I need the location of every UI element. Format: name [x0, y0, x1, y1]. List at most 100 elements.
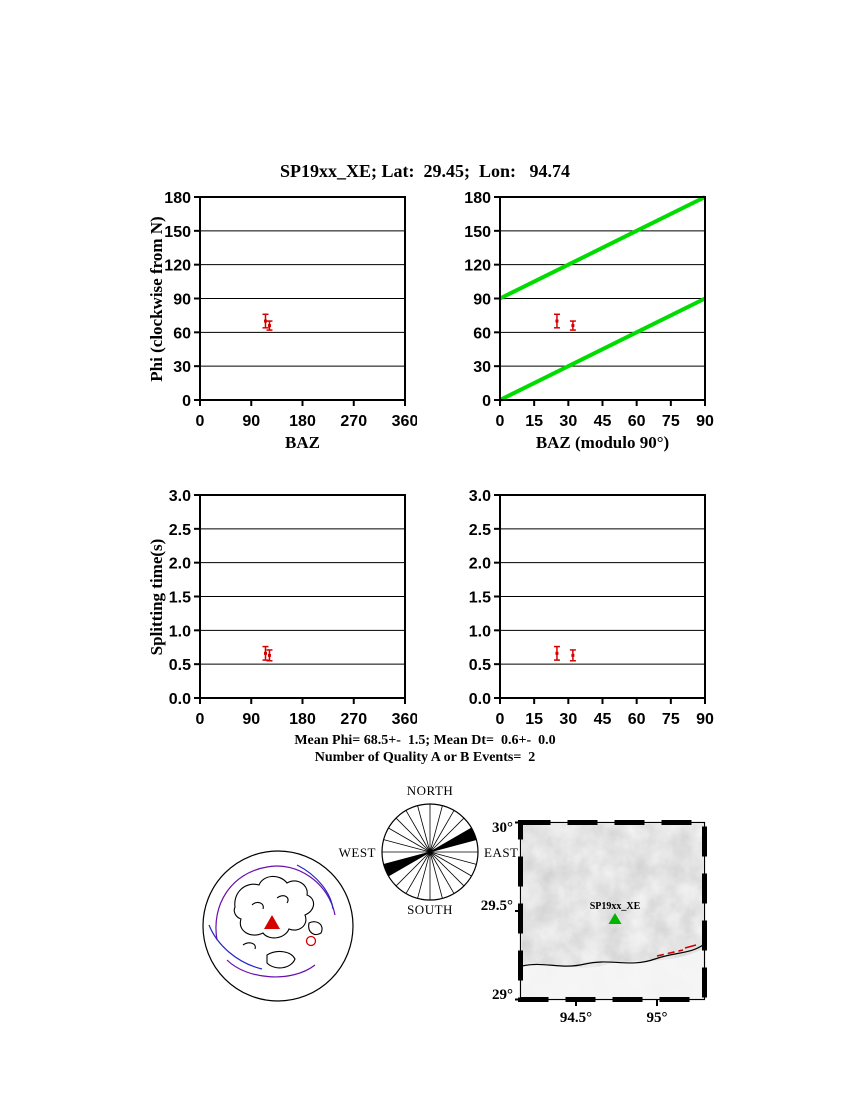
x-tick-label: 45 — [594, 711, 612, 728]
rose-spoke — [405, 810, 431, 853]
data-point — [266, 649, 273, 662]
coastline — [242, 942, 256, 950]
x-tick-label: 90 — [242, 413, 260, 430]
y-tick-label: 2.5 — [169, 522, 191, 539]
coastline — [251, 901, 264, 910]
map-lon-label-94-5: 94.5° — [559, 1010, 593, 1026]
event-count-line: Number of Quality A or B Events= 2 — [314, 750, 536, 765]
point-marker — [571, 324, 575, 328]
rose-spoke — [429, 851, 472, 877]
valley-area — [522, 949, 703, 998]
x-tick-label: 60 — [628, 711, 646, 728]
y-tick-label: 1.5 — [169, 590, 191, 607]
rose-spoke — [388, 827, 431, 853]
y-tick-label: 1.5 — [469, 590, 491, 607]
mean-stats-line: Mean Phi= 68.5+- 1.5; Mean Dt= 0.6+- 0.0 — [294, 733, 556, 748]
y-tick-label: 2.0 — [169, 556, 191, 573]
y-tick-label: 120 — [164, 258, 191, 275]
data-point — [262, 313, 269, 329]
x-tick-label: 270 — [340, 711, 367, 728]
x-tick-label: 270 — [340, 413, 367, 430]
x-tick-label: 0 — [496, 413, 505, 430]
chart-dt-vs-baz-mod90: 0 15 30 45 60 75 90 0.0 0.5 1.0 1.5 2.0 2.5 3.0 — [438, 487, 717, 750]
plate-boundary — [208, 924, 263, 970]
point-marker — [555, 319, 559, 323]
coastline — [276, 895, 289, 904]
plate-boundary — [215, 865, 336, 941]
x-axis-label: BAZ (modulo 90°) — [536, 433, 669, 452]
rose-label-south: SOUTH — [407, 902, 453, 917]
rose-label-east: EAST — [484, 845, 519, 860]
x-tick-label: 90 — [696, 413, 714, 430]
plate-boundary — [226, 959, 316, 978]
reference-line — [499, 296, 706, 402]
y-tick-label: 150 — [464, 224, 491, 241]
x-tick-label: 75 — [662, 413, 680, 430]
point-marker — [267, 653, 271, 657]
x-tick-label: 30 — [559, 413, 577, 430]
data-point — [569, 320, 576, 331]
plate-boundary — [296, 864, 334, 910]
y-tick-label: 60 — [473, 325, 491, 342]
data-point — [262, 645, 269, 661]
rose-diagram — [378, 800, 482, 904]
globe-inset — [197, 845, 359, 1007]
rose-spoke — [429, 839, 477, 853]
y-tick-label: 90 — [173, 292, 191, 309]
y-tick-label: 150 — [164, 224, 191, 241]
x-tick-label: 360 — [392, 413, 417, 430]
coastline — [266, 950, 296, 969]
rose-spoke — [395, 851, 431, 887]
rose-spoke — [417, 851, 431, 899]
y-tick-label: 2.5 — [469, 522, 491, 539]
y-tick-label: 120 — [464, 258, 491, 275]
y-tick-label: 0 — [182, 393, 191, 410]
x-tick-label: 30 — [559, 711, 577, 728]
point-marker — [571, 653, 575, 657]
rose-spoke — [429, 851, 465, 887]
rose-spoke — [429, 851, 477, 865]
x-tick-label: 90 — [242, 711, 260, 728]
station-map-inset: SP19xx_XE — [515, 817, 711, 1009]
point-marker — [267, 324, 271, 328]
x-axis-label: BAZ — [285, 433, 320, 452]
rose-label-north: NORTH — [406, 783, 454, 798]
rose-spoke — [429, 805, 443, 853]
data-point — [553, 645, 560, 661]
y-tick-label: 1.0 — [169, 623, 191, 640]
x-tick-label: 180 — [289, 711, 316, 728]
coastline — [308, 921, 323, 936]
x-tick-label: 75 — [662, 711, 680, 728]
fault-line — [656, 949, 684, 957]
rose-spoke — [429, 817, 465, 853]
station-triangle — [264, 915, 280, 929]
x-tick-label: 360 — [392, 711, 417, 728]
x-tick-label: 0 — [196, 413, 205, 430]
chart-phi-vs-baz: 0 90 180 270 360 0 30 60 90 120 150 180 BAZ — [138, 189, 417, 452]
point-marker — [263, 319, 267, 323]
rose-spoke — [405, 851, 431, 894]
dt-baz-mod90-svg: 0 15 30 45 60 75 90 0.0 0.5 1.0 1.5 2.0 2.5 3.0 — [469, 488, 714, 728]
fault-line — [684, 944, 697, 949]
fast-direction-sector — [430, 828, 477, 852]
y-tick-label: 0.5 — [169, 657, 191, 674]
x-tick-label: 90 — [696, 711, 714, 728]
rose-spoke — [388, 851, 431, 877]
data-point — [266, 320, 273, 331]
dt-baz-svg: 0 90 180 270 360 0.0 0.5 1.0 1.5 2.0 2.5 3.0 — [169, 488, 417, 728]
x-tick-label: 180 — [289, 413, 316, 430]
map-lon-label-95: 95° — [646, 1010, 668, 1026]
x-tick-label: 0 — [496, 711, 505, 728]
chart-phi-vs-baz-mod90: 0 15 30 45 60 75 90 0 30 60 90 120 150 180 BAZ (modulo… — [438, 189, 717, 452]
map-lat-label-29: 29° — [492, 987, 513, 1003]
x-tick-label: 45 — [594, 413, 612, 430]
y-tick-label: 3.0 — [169, 488, 191, 505]
rose-spoke — [429, 851, 443, 899]
y-tick-label: 1.0 — [469, 623, 491, 640]
fast-direction-sector — [383, 852, 430, 876]
y-tick-label: 2.0 — [469, 556, 491, 573]
rose-spoke — [383, 851, 431, 865]
y-tick-label: 3.0 — [469, 488, 491, 505]
rose-svg — [381, 803, 479, 901]
